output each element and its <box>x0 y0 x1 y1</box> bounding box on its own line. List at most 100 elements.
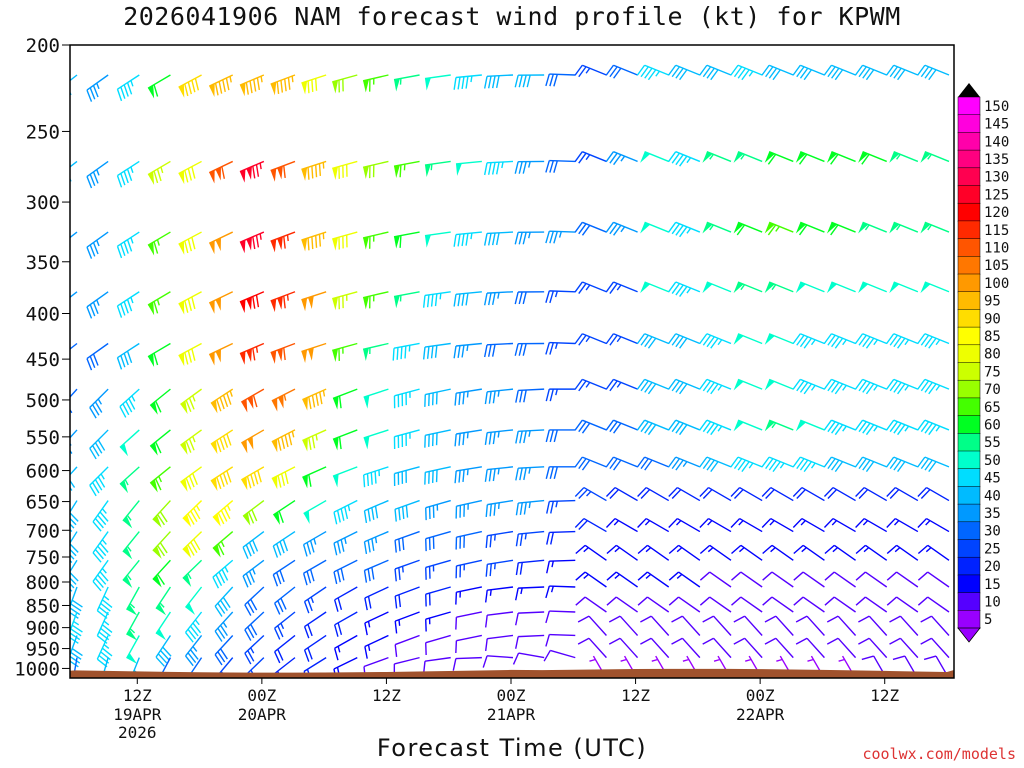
wind-barb <box>394 499 420 522</box>
wind-barb <box>545 73 576 87</box>
wind-barb <box>667 378 701 395</box>
wind-barb <box>793 544 825 561</box>
wind-barb <box>393 388 420 409</box>
colorbar-label: 125 <box>984 187 1009 203</box>
wind-barb <box>577 637 607 659</box>
colorbar-swatch <box>957 273 981 293</box>
wind-barb <box>334 698 357 721</box>
wind-barb <box>208 231 234 255</box>
wind-barb <box>545 290 576 304</box>
wind-barb <box>332 231 358 251</box>
wind-barb <box>208 291 234 314</box>
wind-barb <box>671 615 701 636</box>
wind-barb <box>304 698 326 724</box>
wind-barb <box>72 698 83 729</box>
wind-barb <box>858 637 888 659</box>
wind-barb <box>826 221 856 236</box>
wind-barb <box>823 456 856 473</box>
wind-barb <box>655 675 658 678</box>
colorbar-swatch <box>957 468 981 488</box>
wind-barb <box>858 615 888 636</box>
wind-barb <box>575 544 607 561</box>
y-tick-label: 600 <box>26 461 60 483</box>
colorbar-label: 10 <box>984 594 1001 610</box>
wind-barb <box>393 231 420 249</box>
wind-barb <box>605 221 638 236</box>
wind-barb <box>455 611 482 630</box>
wind-barb <box>216 679 233 709</box>
wind-barb <box>244 634 265 665</box>
wind-barb <box>393 429 420 450</box>
wind-barb <box>592 675 596 678</box>
colorbar-label: 85 <box>984 329 1001 345</box>
wind-barb <box>425 559 451 580</box>
wind-barb <box>484 388 514 405</box>
wind-barb <box>667 281 701 297</box>
wind-barb <box>637 596 670 613</box>
wind-barb <box>826 151 856 165</box>
wind-barb <box>636 378 669 395</box>
wind-barb <box>119 388 140 418</box>
wind-barb <box>686 675 689 678</box>
wind-barb <box>122 559 140 589</box>
x-tick-date: 21APR <box>487 705 536 724</box>
wind-barb <box>514 231 545 245</box>
colorbar-label: 25 <box>984 541 1001 557</box>
wind-barb <box>605 486 638 502</box>
plot-frame <box>69 44 955 679</box>
wind-barb <box>70 586 83 619</box>
wind-barb <box>394 586 420 609</box>
wind-barb <box>885 64 919 81</box>
wind-barb <box>244 586 265 616</box>
wind-barb <box>484 429 514 445</box>
wind-barb <box>240 388 265 413</box>
wind-barb <box>795 615 825 636</box>
wind-barb <box>484 466 514 482</box>
wind-barb <box>515 530 545 547</box>
x-tick-date: 19APR <box>113 705 162 724</box>
wind-barb <box>605 333 638 346</box>
colorbar-label: 120 <box>984 205 1009 221</box>
x-tick-label: 00Z <box>497 686 526 705</box>
wind-barb <box>733 419 763 432</box>
wind-barb <box>515 559 545 576</box>
wind-barb <box>920 281 950 294</box>
wind-barb <box>122 500 140 529</box>
colorbar-swatch <box>957 362 981 381</box>
wind-barb <box>302 559 327 586</box>
wind-barb <box>889 637 919 659</box>
wind-barb <box>484 634 514 652</box>
wind-barb <box>484 586 514 603</box>
wind-barb <box>155 635 172 667</box>
colorbar-swatch <box>957 610 981 629</box>
wind-barb <box>363 388 389 409</box>
x-tick-label: 00Z <box>746 686 775 705</box>
wind-barb <box>242 500 265 526</box>
colorbar-bottom-arrow <box>957 627 981 643</box>
wind-barb <box>149 429 171 456</box>
wind-barb <box>182 531 203 559</box>
wind-barb <box>214 586 234 617</box>
wind-barb <box>239 160 265 183</box>
wind-barb <box>854 64 887 81</box>
wind-barb <box>216 698 233 728</box>
wind-barb <box>886 596 919 613</box>
wind-barb <box>70 291 78 299</box>
wind-barb <box>126 611 140 641</box>
wind-barb <box>70 635 83 668</box>
wind-barb <box>152 531 171 559</box>
wind-barb <box>363 429 389 450</box>
wind-barb <box>301 160 327 181</box>
wind-barb <box>761 456 794 473</box>
wind-barb <box>214 611 234 642</box>
colorbar-label: 50 <box>984 453 1001 469</box>
wind-barb <box>147 231 171 256</box>
wind-barb <box>545 230 576 244</box>
wind-barb <box>485 499 514 518</box>
wind-barb <box>152 559 171 588</box>
colorbar-label: 110 <box>984 240 1009 256</box>
wind-barb <box>668 596 701 613</box>
colorbar-swatch <box>957 574 981 594</box>
colorbar-label: 20 <box>984 559 1001 575</box>
wind-barb <box>482 655 514 668</box>
